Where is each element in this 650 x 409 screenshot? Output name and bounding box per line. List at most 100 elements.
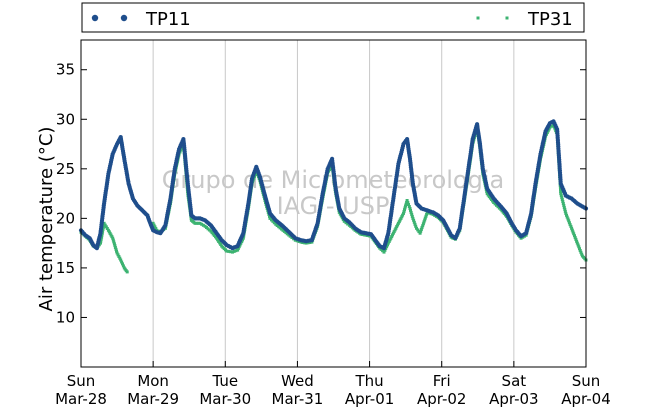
data-point-tp31 [189,216,193,220]
legend-swatch-tp31 [505,16,509,20]
data-point-tp31 [577,245,581,249]
data-point-tp31 [421,224,425,228]
x-tick-label-day: Tue [211,372,238,390]
data-point-tp31 [411,216,415,220]
data-point-tp31 [200,222,204,226]
data-point-tp31 [563,207,567,211]
watermark-line-2: IAG - USP [277,192,390,220]
x-tick-label-day: Fri [433,372,451,390]
data-point-tp31 [560,196,564,200]
data-point-tp31 [229,250,233,254]
data-point-tp31 [101,225,105,229]
data-point-tp31 [346,222,350,226]
data-point-tp31 [575,239,579,243]
legend-frame [81,2,585,33]
data-point-tp31 [396,221,400,225]
data-point-tp31 [559,187,562,191]
data-point-tp31 [416,228,420,232]
data-point-tp31 [565,215,569,219]
data-point-tp31 [398,218,402,222]
legend-swatch-tp31 [476,16,480,20]
data-point-tp31 [410,212,414,216]
data-point-tp31 [545,131,549,135]
legend-marker-tp11 [91,14,128,22]
data-point-tp31 [400,215,404,219]
data-point-tp31 [422,220,426,224]
y-tick-label: 15 [56,259,75,277]
x-axis-ticks: SunMar-28MonMar-29TueMar-30WedMar-31ThuA… [55,361,611,408]
data-point-tp31 [421,222,425,226]
data-point-tp31 [232,249,236,253]
data-point-tp31 [564,211,568,215]
data-point-tp31 [119,258,123,262]
data-point-tp31 [114,247,118,251]
x-tick-label-date: Mar-31 [272,390,324,408]
data-point-tp31 [423,216,427,220]
y-tick-label: 10 [56,308,75,326]
data-point-tp31 [402,210,406,214]
data-point-tp31 [390,235,394,238]
data-point-tp31 [561,202,565,205]
data-point-tp31 [570,226,574,230]
plot-frame [80,39,587,368]
y-tick-label: 35 [56,61,75,79]
data-point-tp31 [397,220,401,224]
data-point-tp31 [561,200,565,203]
data-point-tp31 [407,203,410,206]
x-tick-label-date: Apr-01 [345,390,395,408]
data-point-tp31 [121,264,125,268]
data-point-tp31 [218,241,222,245]
data-point-tp31 [344,221,348,225]
data-point-tp31 [423,218,427,222]
data-point-tp31 [419,229,423,233]
data-point-tp31 [389,236,393,240]
data-point-tp31 [391,233,394,237]
data-point-tp31 [414,224,418,228]
data-point-tp31 [401,213,405,217]
data-point-tp31 [573,234,576,238]
data-point-tp31 [386,243,389,247]
legend-label-tp11: TP11 [145,9,191,30]
data-point-tp31 [112,242,116,246]
data-point-tp31 [387,240,391,243]
data-point-tp31 [111,238,115,242]
y-tick-label: 20 [56,209,75,227]
data-point-tp31 [559,190,563,193]
data-point-tp31 [405,199,409,202]
data-point-tp31 [121,262,124,266]
data-point-tp31 [118,256,122,260]
data-point-tp31 [568,223,572,227]
data-point-tp31 [391,231,395,235]
x-tick-label-date: Apr-02 [417,390,467,408]
data-point-tp31 [424,214,428,218]
data-point-tp31 [560,198,564,201]
data-point-tp31 [99,241,102,245]
data-point-tp31 [193,221,197,225]
data-point-tp31 [403,206,407,210]
x-tick-label-date: Mar-30 [199,390,251,408]
series-tp11 [78,119,589,251]
data-point-tp31 [559,194,563,198]
data-point-tp31 [569,224,573,228]
data-point-tp31 [404,204,407,208]
x-tick-label-day: Wed [281,372,314,390]
legend-label-tp31: TP31 [527,9,573,30]
data-point-tp31 [566,217,570,221]
data-point-tp31 [117,255,121,258]
data-point-tp31 [113,244,117,248]
data-point-tp31 [110,235,114,239]
data-point-tp31 [403,208,406,212]
x-tick-label-date: Mar-29 [127,390,179,408]
x-tick-label-day: Sat [502,372,527,390]
data-point-tp31 [559,192,563,196]
x-tick-label-day: Mon [137,372,169,390]
data-point-tp31 [575,241,579,245]
data-point-tp31 [417,230,421,234]
data-point-tp31 [288,234,292,238]
x-tick-label-day: Thu [354,372,383,390]
data-point-tp31 [396,223,400,227]
data-point-tp31 [412,218,416,222]
data-point-tp31 [578,247,581,251]
data-point-tp31 [567,219,571,223]
